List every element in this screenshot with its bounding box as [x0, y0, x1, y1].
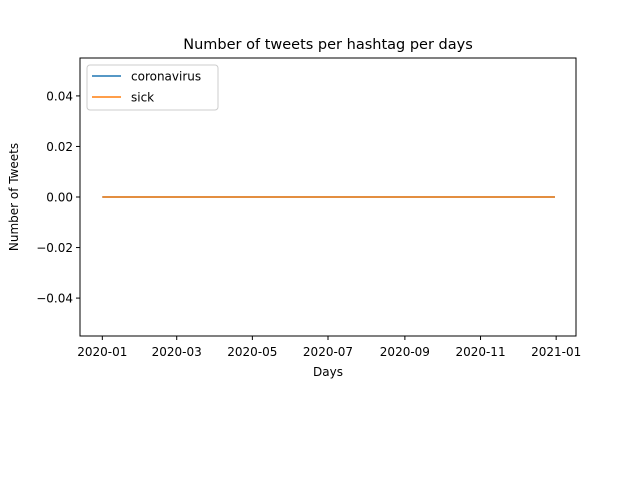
y-axis: 0.04 0.02 0.00 −0.02 −0.04 — [36, 89, 80, 306]
y-tick-label: −0.02 — [36, 241, 73, 255]
x-axis: 2020-01 2020-03 2020-05 2020-07 2020-09 2020-… — [77, 336, 581, 359]
y-axis-label: Number of Tweets — [7, 143, 21, 251]
chart-title: Number of tweets per hashtag per days — [183, 37, 473, 53]
y-tick-label: −0.04 — [36, 292, 73, 306]
x-tick-label: 2021-01 — [531, 345, 581, 359]
x-tick-label: 2020-03 — [152, 345, 202, 359]
legend: coronavirus sick — [86, 64, 219, 111]
x-tick-label: 2020-07 — [303, 345, 353, 359]
x-tick-label: 2020-05 — [227, 345, 277, 359]
y-tick-label: 0.00 — [46, 191, 73, 205]
legend-label: sick — [131, 91, 154, 105]
y-tick-label: 0.02 — [46, 140, 73, 154]
y-tick-label: 0.04 — [46, 89, 73, 103]
legend-label: coronavirus — [131, 70, 201, 84]
x-axis-label: Days — [313, 365, 343, 379]
x-tick-label: 2020-09 — [380, 345, 430, 359]
x-tick-label: 2020-11 — [455, 345, 505, 359]
x-tick-label: 2020-01 — [77, 345, 127, 359]
